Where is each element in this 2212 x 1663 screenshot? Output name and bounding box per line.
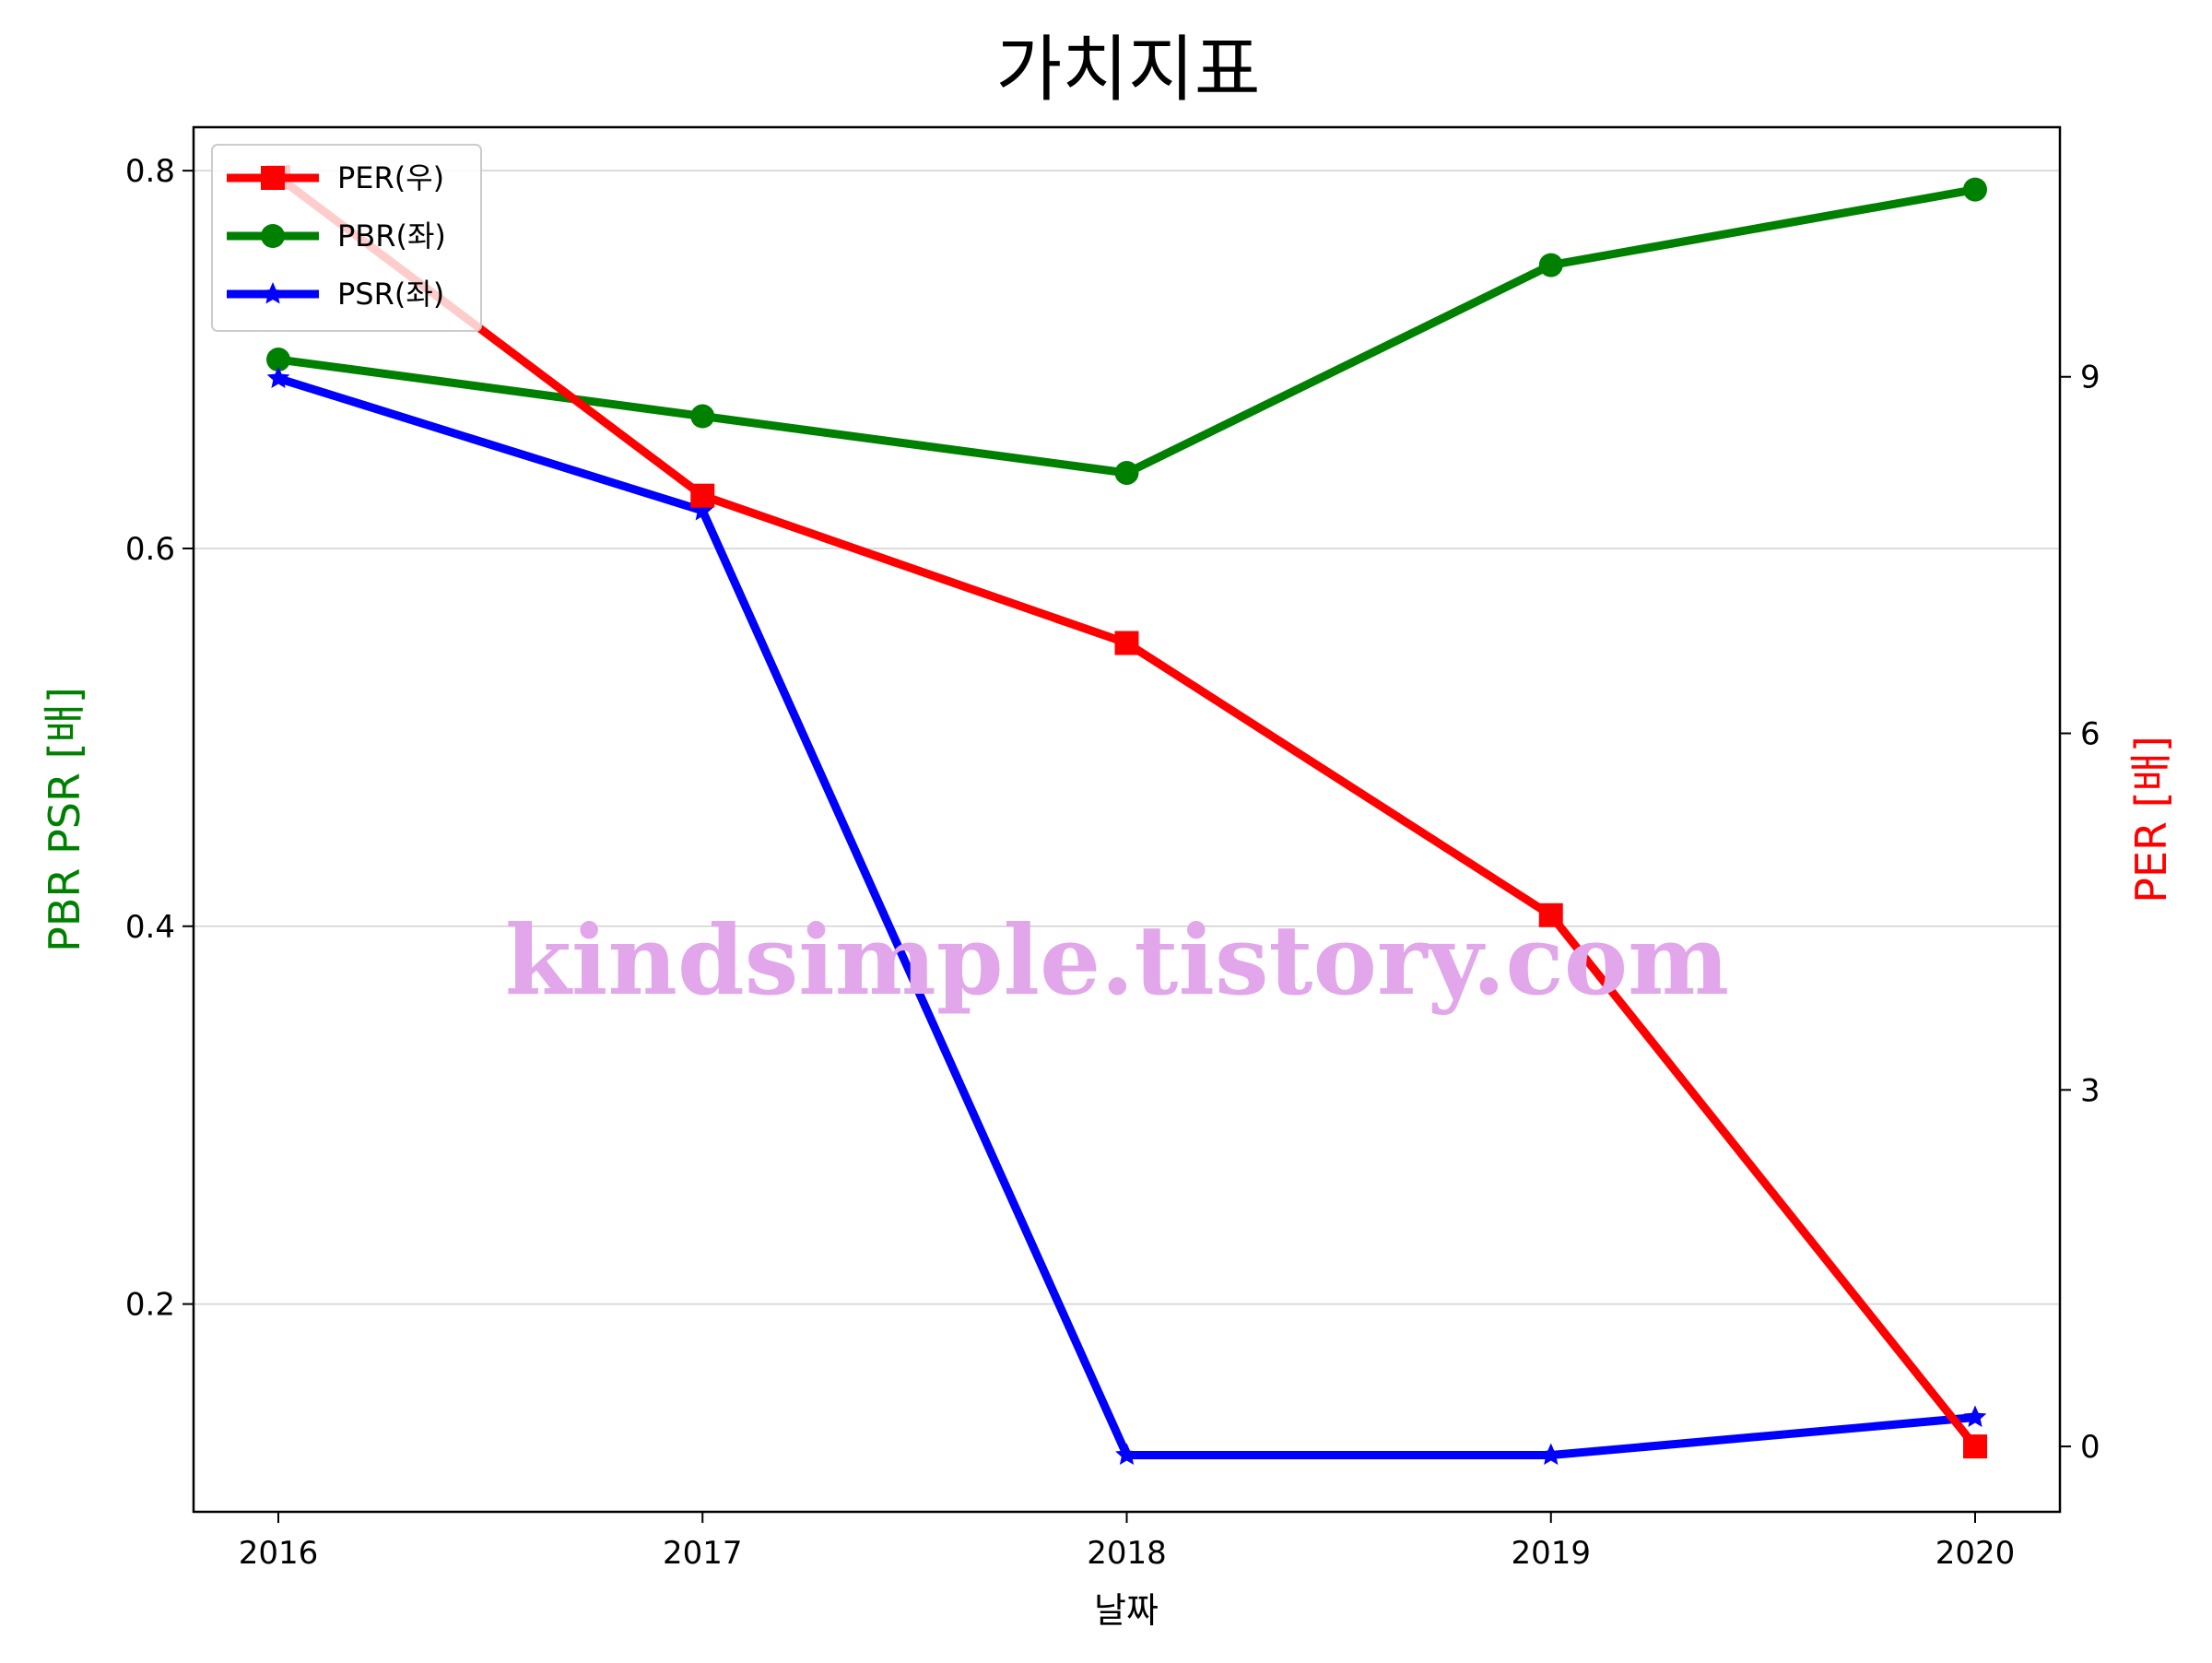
data-point-per (1114, 631, 1139, 655)
x-tick-label: 2016 (239, 1535, 319, 1572)
legend-box (211, 144, 482, 332)
data-point-per (1963, 1434, 1987, 1459)
data-point-pbr (1963, 177, 1987, 202)
left-y-tick-label: 0.8 (125, 153, 175, 190)
series-layer (266, 165, 1987, 1466)
left-y-axis: 0.2 0.4 0.6 0.8 (125, 153, 194, 1324)
left-y-axis-label: PBR PSR [배] (40, 687, 89, 952)
data-point-per (690, 483, 715, 508)
right-y-axis: 0 3 6 9 (2060, 360, 2100, 1466)
x-tick-label: 2019 (1511, 1535, 1591, 1572)
series-psr (266, 366, 1987, 1466)
x-tick-label: 2020 (1936, 1535, 2016, 1572)
data-point-psr (1539, 1443, 1563, 1466)
legend-marker-psr (261, 282, 285, 304)
legend-marker-pbr (261, 224, 285, 248)
right-y-tick-label: 3 (2080, 1072, 2100, 1109)
left-y-tick-label: 0.2 (125, 1287, 175, 1324)
data-point-psr (690, 498, 714, 521)
legend-label-per: PER(우) (337, 160, 444, 195)
right-y-tick-label: 9 (2080, 360, 2100, 396)
grid-layer (194, 170, 2060, 1305)
x-tick-label: 2018 (1087, 1535, 1167, 1572)
x-axis: 2016 2017 2018 2019 2020 (239, 1512, 2016, 1572)
left-y-tick-label: 0.4 (125, 909, 175, 946)
data-point-pbr (1114, 460, 1139, 485)
right-y-axis-label: PER [배] (2126, 736, 2176, 903)
data-point-pbr (1538, 253, 1563, 277)
left-y-tick-label: 0.6 (125, 531, 175, 568)
data-point-psr (1963, 1405, 1987, 1428)
right-y-tick-label: 0 (2080, 1429, 2100, 1466)
x-tick-label: 2017 (663, 1535, 743, 1572)
series-pbr (266, 177, 1987, 485)
legend-label-psr: PSR(좌) (337, 277, 444, 312)
legend-label-pbr: PBR(좌) (337, 218, 446, 254)
data-point-psr (1115, 1443, 1138, 1466)
watermark-text: kindsimple.tistory.com (505, 903, 1729, 1017)
data-point-per (1538, 902, 1563, 927)
right-y-tick-label: 6 (2080, 716, 2100, 753)
legend: PER(우) PBR(좌) PSR(좌) (211, 144, 482, 332)
data-point-pbr (690, 404, 715, 429)
legend-marker-per (261, 166, 285, 190)
chart-title: 가치지표 (995, 29, 1260, 112)
data-point-pbr (266, 348, 290, 372)
x-axis-label: 날짜 (1094, 1590, 1159, 1631)
data-point-psr (266, 366, 290, 389)
